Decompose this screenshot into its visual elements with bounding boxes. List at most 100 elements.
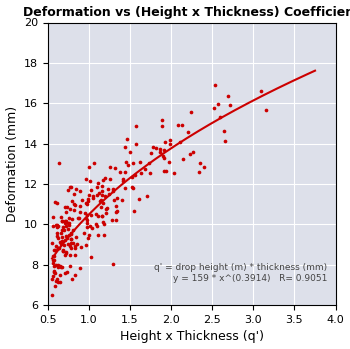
Point: [196, 170, 202, 175]
Point: [50, 224, 56, 229]
Point: [50, 257, 56, 263]
Point: [77, 210, 83, 215]
Point: [93, 222, 99, 227]
Point: [161, 147, 167, 153]
Point: [133, 123, 139, 128]
Point: [72, 252, 77, 258]
Point: [86, 165, 91, 170]
Point: [63, 270, 68, 276]
Point: [66, 221, 72, 226]
Point: [76, 215, 82, 221]
Point: [88, 254, 94, 260]
Point: [114, 208, 119, 214]
Point: [55, 223, 61, 229]
Point: [49, 292, 55, 298]
Point: [153, 145, 158, 151]
Point: [60, 224, 66, 229]
Point: [51, 263, 57, 269]
Point: [77, 265, 82, 270]
Point: [114, 196, 120, 201]
Point: [57, 279, 62, 285]
Point: [99, 213, 104, 218]
Point: [106, 191, 112, 197]
Point: [81, 230, 86, 236]
Point: [52, 283, 58, 289]
Point: [65, 242, 71, 247]
Point: [147, 170, 153, 175]
Point: [68, 206, 73, 211]
Point: [66, 232, 71, 238]
Point: [59, 227, 64, 233]
Point: [89, 212, 94, 217]
Point: [55, 235, 61, 240]
Point: [64, 204, 70, 209]
Point: [69, 245, 74, 251]
Point: [105, 186, 111, 192]
Point: [50, 276, 55, 282]
Point: [55, 222, 60, 228]
Point: [103, 210, 108, 216]
Point: [97, 198, 103, 203]
Point: [59, 219, 65, 224]
Point: [62, 220, 68, 226]
Point: [228, 103, 233, 108]
Point: [122, 185, 128, 191]
Point: [111, 189, 116, 194]
Point: [58, 214, 63, 220]
Point: [113, 218, 119, 223]
Point: [62, 218, 68, 224]
Point: [63, 218, 69, 224]
Point: [89, 225, 95, 231]
Point: [50, 273, 56, 279]
Point: [86, 192, 92, 198]
Point: [72, 202, 77, 207]
Point: [69, 198, 75, 204]
Point: [79, 198, 85, 203]
Point: [72, 272, 78, 277]
Point: [67, 263, 73, 268]
Point: [77, 188, 83, 194]
Point: [71, 201, 77, 207]
Point: [72, 243, 77, 248]
Point: [102, 194, 108, 199]
Point: [63, 237, 68, 243]
Point: [58, 264, 64, 269]
Point: [60, 264, 65, 270]
Point: [99, 193, 104, 198]
Point: [55, 265, 61, 270]
Point: [83, 243, 89, 248]
Point: [123, 160, 128, 165]
Point: [58, 230, 64, 236]
Point: [82, 210, 88, 216]
Point: [67, 243, 73, 248]
Point: [90, 193, 96, 199]
Point: [51, 253, 57, 259]
Point: [70, 240, 76, 246]
Point: [51, 269, 57, 275]
Point: [133, 172, 138, 178]
Point: [63, 249, 69, 254]
Point: [148, 151, 154, 156]
Point: [74, 234, 79, 240]
Point: [142, 166, 148, 172]
Point: [54, 224, 60, 230]
Point: [93, 211, 99, 216]
Point: [56, 245, 61, 251]
Point: [157, 149, 162, 154]
Point: [60, 247, 65, 252]
Point: [162, 139, 168, 144]
Point: [138, 170, 144, 176]
Point: [222, 128, 227, 134]
Point: [54, 200, 60, 206]
Point: [62, 242, 67, 247]
Point: [84, 224, 90, 230]
Point: [117, 170, 122, 175]
Point: [167, 160, 172, 165]
Point: [177, 140, 182, 145]
Point: [51, 258, 57, 263]
Point: [88, 223, 93, 229]
Point: [74, 186, 79, 191]
Point: [163, 168, 169, 173]
Point: [84, 213, 89, 218]
Point: [50, 261, 56, 266]
